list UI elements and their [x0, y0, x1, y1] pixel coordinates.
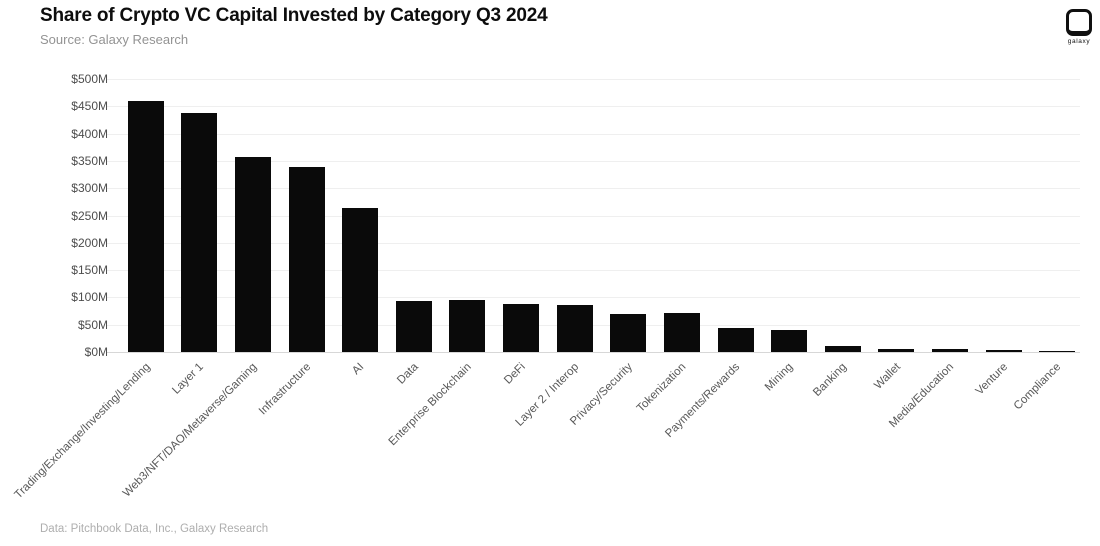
x-axis-category-label: Tokenization — [634, 361, 689, 415]
y-gridline — [107, 106, 1080, 108]
bar-ai — [342, 207, 379, 352]
bar-infrastructure — [288, 167, 325, 352]
bar-tokenization — [663, 312, 700, 352]
x-axis-category-label: Venture — [973, 361, 1011, 398]
bar-trading-exchange-investing-lending — [127, 100, 164, 352]
chart-footnote: Data: Pitchbook Data, Inc., Galaxy Resea… — [40, 523, 269, 535]
x-axis-category-label: AI — [350, 361, 367, 378]
chart-subtitle: Source: Galaxy Research — [40, 32, 189, 47]
x-axis-category-label: Wallet — [872, 361, 903, 392]
bar-chart: $0M $50M $100M $150M $200M $250M $300M $350M $40… — [12, 72, 1080, 501]
y-axis-tick-label: $450M — [71, 99, 108, 114]
bar-wallet — [878, 348, 915, 352]
galaxy-logo: galaxy — [1062, 9, 1096, 45]
y-axis-tick-label: $50M — [77, 317, 108, 332]
y-gridline — [107, 188, 1080, 190]
y-axis-tick-label: $300M — [71, 181, 108, 196]
x-axis-category-label: DeFi — [501, 361, 528, 387]
bar-payments-rewards — [717, 327, 754, 352]
y-gridline — [107, 270, 1080, 272]
y-gridline — [107, 160, 1080, 162]
bar-venture — [985, 349, 1022, 352]
y-axis-tick-label: $0M — [84, 345, 108, 359]
y-axis-tick-label: $350M — [71, 153, 108, 168]
y-axis-tick-label: $250M — [71, 208, 108, 223]
bar-layer-2-interop — [556, 304, 593, 352]
x-axis-category-label: Data — [394, 361, 421, 387]
y-gridline — [107, 79, 1080, 80]
x-axis-line — [107, 352, 1080, 353]
x-axis-category-label: Compliance — [1012, 361, 1064, 413]
y-axis-tick-label: $200M — [71, 235, 108, 250]
x-axis-category-label: Infrastructure — [256, 361, 314, 418]
y-axis-tick-label: $400M — [71, 126, 108, 141]
bar-banking — [824, 346, 861, 352]
bar-defi — [503, 303, 540, 352]
y-axis-tick-label: $150M — [71, 263, 108, 278]
y-axis-tick-label: $100M — [71, 290, 108, 305]
bar-layer-1 — [181, 112, 218, 352]
bar-enterprise-blockchain — [449, 299, 486, 352]
galaxy-logo-icon — [1066, 9, 1092, 36]
x-axis-category-label: Banking — [811, 361, 850, 399]
bar-media-education — [931, 348, 968, 352]
bar-compliance — [1039, 350, 1076, 352]
y-gridline — [107, 297, 1080, 299]
y-gridline — [107, 242, 1080, 244]
x-axis-category-label: Layer 1 — [170, 361, 206, 397]
y-axis-tick-label: $500M — [71, 72, 108, 86]
bar-data — [395, 301, 432, 352]
galaxy-logo-text: galaxy — [1067, 38, 1091, 45]
x-axis-category-label: Mining — [763, 361, 796, 394]
bar-privacy-security — [610, 313, 647, 352]
y-gridline — [107, 215, 1080, 217]
bar-web3-nft-dao-metaverse-gaming — [235, 156, 272, 352]
chart-title: Share of Crypto VC Capital Invested by C… — [40, 5, 548, 26]
bar-mining — [771, 329, 808, 352]
y-gridline — [107, 324, 1080, 326]
y-gridline — [107, 133, 1080, 135]
